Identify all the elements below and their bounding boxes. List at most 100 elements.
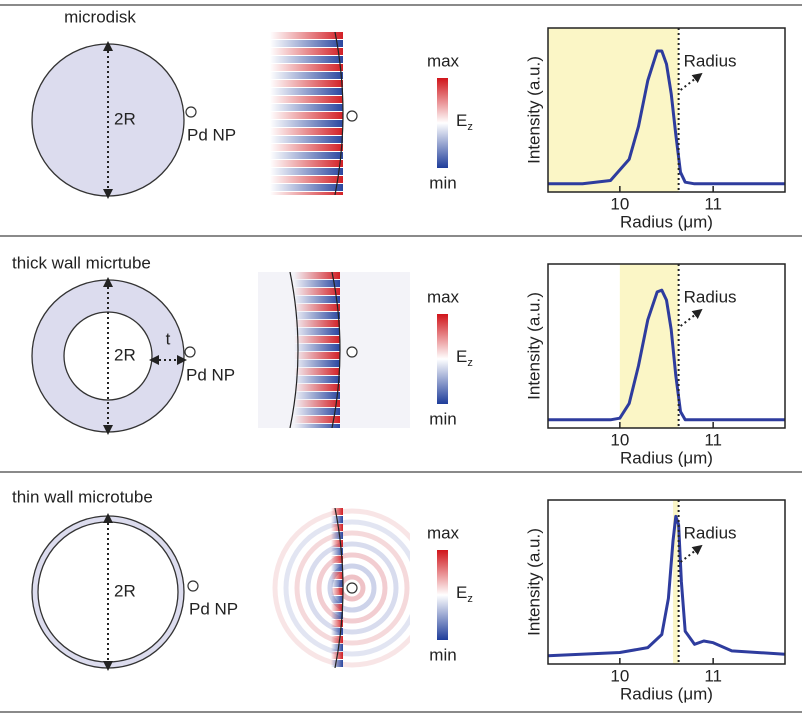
y-axis-label: Intensity (a.u.) — [524, 56, 543, 164]
colorbar-max: max — [427, 51, 460, 70]
field-symbol: E — [456, 583, 467, 602]
colorbar — [437, 78, 448, 168]
colorbar-field: Ez — [456, 111, 473, 132]
y-axis-label: Intensity (a.u.) — [524, 528, 543, 636]
field-stripe — [270, 48, 343, 55]
field-stripe — [294, 328, 340, 335]
field-symbol: E — [456, 347, 467, 366]
marker-arrow — [680, 308, 703, 327]
field-stripe — [294, 408, 340, 415]
wall-label: t — [166, 329, 171, 348]
np-label: Pd NP — [187, 125, 236, 144]
field-stripe — [331, 508, 343, 515]
field-stripe — [270, 32, 343, 39]
diameter-label: 2R — [114, 345, 136, 364]
field-stripe — [331, 524, 343, 531]
field-stripe — [331, 620, 343, 627]
field-stripe — [270, 64, 343, 71]
panel-title: thick wall micrtube — [12, 253, 151, 272]
field-stripe — [294, 320, 340, 327]
field-ring — [316, 552, 388, 624]
field-stripe — [294, 424, 340, 428]
field-ring — [305, 541, 399, 635]
marker-label: Radius — [684, 523, 737, 542]
colorbar-field: Ez — [456, 347, 473, 368]
field-np — [346, 110, 358, 122]
marker-arrow — [680, 544, 703, 563]
diameter-label: 2R — [114, 109, 136, 128]
np-label: Pd NP — [186, 365, 235, 384]
field-stripe — [294, 336, 340, 343]
panel-title: microdisk — [64, 7, 136, 26]
intensity-curve — [548, 288, 785, 422]
field-stripe — [294, 272, 340, 279]
field-stripe — [294, 280, 340, 287]
colorbar-field: Ez — [456, 583, 473, 604]
field-stripe — [270, 184, 343, 191]
field-stripe — [294, 296, 340, 303]
field-stripe — [294, 400, 340, 407]
field-ring — [272, 508, 410, 668]
field-stripe — [270, 144, 343, 151]
plot-frame — [547, 27, 786, 193]
colorbar-min: min — [429, 645, 456, 664]
field-stripe — [270, 136, 343, 143]
colorbar-max: max — [427, 523, 460, 542]
np-label: Pd NP — [189, 599, 238, 618]
field-stripe — [331, 596, 343, 603]
x-tick-label: 10 — [610, 194, 629, 213]
field-stripe — [270, 56, 343, 63]
field-stripe — [294, 360, 340, 367]
plot-frame — [547, 263, 786, 429]
colorbar — [437, 314, 448, 404]
field-ring — [283, 519, 410, 657]
colorbar-min: min — [429, 409, 456, 428]
field-stripe — [294, 352, 340, 359]
resonator-edge — [334, 508, 344, 668]
diameter-label: 2R — [114, 581, 136, 600]
field-map — [270, 32, 344, 195]
field-ring — [294, 530, 410, 646]
field-stripe — [331, 556, 343, 563]
field-stripe — [270, 168, 343, 175]
field-stripe — [294, 304, 340, 311]
field-map — [258, 272, 410, 428]
field-stripe — [270, 104, 343, 111]
intensity-curve — [547, 514, 786, 658]
field-stripe — [331, 628, 343, 635]
marker-label: Radius — [684, 287, 737, 306]
field-stripe — [270, 72, 343, 79]
field-stripe — [294, 288, 340, 295]
panel-title: thin wall microtube — [12, 487, 153, 506]
x-tick-label: 10 — [610, 666, 629, 685]
colorbar — [437, 550, 448, 640]
field-subscript: z — [467, 357, 473, 369]
field-stripe — [294, 392, 340, 399]
resonator-hole — [63, 311, 153, 401]
field-stripe — [331, 580, 343, 587]
field-ring — [327, 563, 377, 613]
field-stripe — [331, 564, 343, 571]
field-stripe — [331, 660, 343, 667]
field-stripe — [270, 128, 343, 135]
resonator-inner-edge — [289, 272, 299, 428]
shade — [548, 28, 679, 192]
resonator-edge — [331, 272, 341, 428]
field-stripe — [294, 416, 340, 423]
marker-arrow — [680, 72, 703, 91]
x-tick-label: 11 — [704, 194, 722, 213]
x-axis-label: Radius (μm) — [620, 212, 713, 231]
intensity-curve — [548, 49, 785, 186]
field-np — [346, 346, 358, 358]
field-stripe — [270, 192, 343, 195]
x-axis-label: Radius (μm) — [620, 448, 713, 467]
nanoparticle — [184, 346, 196, 358]
shade — [673, 500, 679, 664]
field-stripe — [294, 384, 340, 391]
field-stripe — [270, 80, 343, 87]
resonator-edge — [334, 32, 344, 195]
plot-frame — [547, 499, 786, 665]
field-stripe — [294, 312, 340, 319]
